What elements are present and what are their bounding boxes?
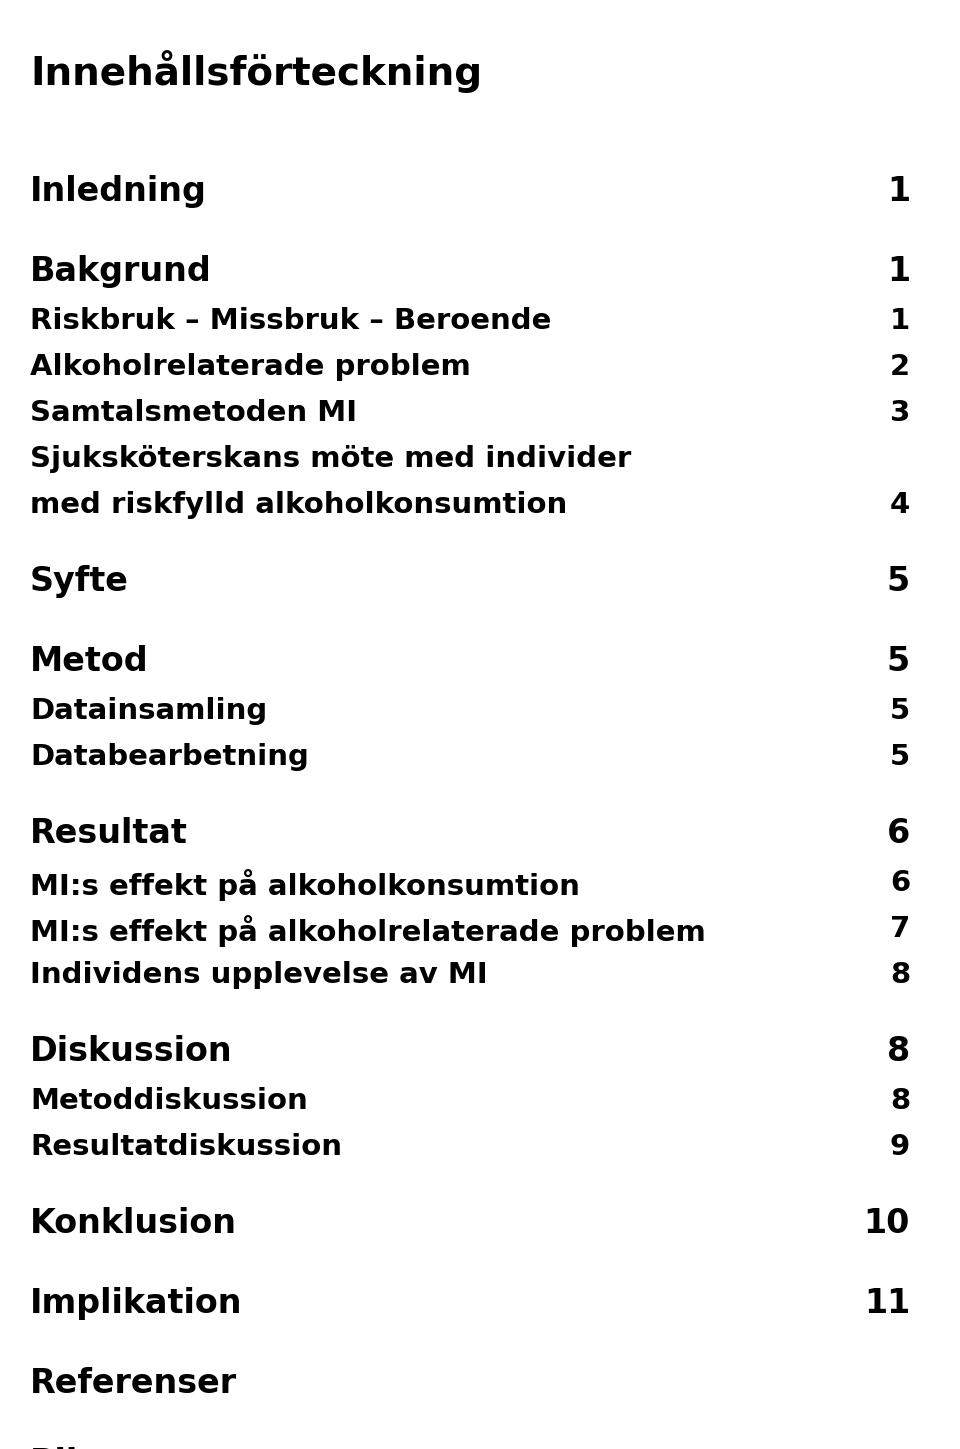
- Text: Individens upplevelse av MI: Individens upplevelse av MI: [30, 961, 488, 990]
- Text: Riskbruk – Missbruk – Beroende: Riskbruk – Missbruk – Beroende: [30, 307, 551, 335]
- Text: Bakgrund: Bakgrund: [30, 255, 212, 288]
- Text: 8: 8: [887, 1035, 910, 1068]
- Text: Databearbetning: Databearbetning: [30, 743, 309, 771]
- Text: MI:s effekt på alkoholrelaterade problem: MI:s effekt på alkoholrelaterade problem: [30, 916, 706, 948]
- Text: Alkoholrelaterade problem: Alkoholrelaterade problem: [30, 354, 470, 381]
- Text: 6: 6: [890, 869, 910, 897]
- Text: Sjuksköterskans möte med individer: Sjuksköterskans möte med individer: [30, 445, 632, 474]
- Text: 5: 5: [887, 565, 910, 598]
- Text: 1: 1: [887, 175, 910, 209]
- Text: 11: 11: [864, 1287, 910, 1320]
- Text: Resultat: Resultat: [30, 817, 188, 851]
- Text: Samtalsmetoden MI: Samtalsmetoden MI: [30, 400, 357, 427]
- Text: Syfte: Syfte: [30, 565, 129, 598]
- Text: Bilagor: Bilagor: [30, 1448, 164, 1449]
- Text: 5: 5: [890, 697, 910, 724]
- Text: Metoddiskussion: Metoddiskussion: [30, 1087, 308, 1116]
- Text: 1: 1: [890, 307, 910, 335]
- Text: Resultatdiskussion: Resultatdiskussion: [30, 1133, 342, 1161]
- Text: 5: 5: [887, 645, 910, 678]
- Text: Innehållsförteckning: Innehållsförteckning: [30, 51, 482, 93]
- Text: 7: 7: [890, 916, 910, 943]
- Text: 4: 4: [890, 491, 910, 519]
- Text: 6: 6: [887, 817, 910, 851]
- Text: 10: 10: [864, 1207, 910, 1240]
- Text: 8: 8: [890, 1087, 910, 1116]
- Text: 5: 5: [890, 743, 910, 771]
- Text: Diskussion: Diskussion: [30, 1035, 232, 1068]
- Text: 9: 9: [890, 1133, 910, 1161]
- Text: 1: 1: [887, 255, 910, 288]
- Text: Metod: Metod: [30, 645, 149, 678]
- Text: Implikation: Implikation: [30, 1287, 243, 1320]
- Text: Inledning: Inledning: [30, 175, 206, 209]
- Text: Datainsamling: Datainsamling: [30, 697, 267, 724]
- Text: med riskfylld alkoholkonsumtion: med riskfylld alkoholkonsumtion: [30, 491, 567, 519]
- Text: MI:s effekt på alkoholkonsumtion: MI:s effekt på alkoholkonsumtion: [30, 869, 580, 901]
- Text: 2: 2: [890, 354, 910, 381]
- Text: Referenser: Referenser: [30, 1368, 237, 1400]
- Text: 8: 8: [890, 961, 910, 990]
- Text: 3: 3: [890, 400, 910, 427]
- Text: Konklusion: Konklusion: [30, 1207, 237, 1240]
